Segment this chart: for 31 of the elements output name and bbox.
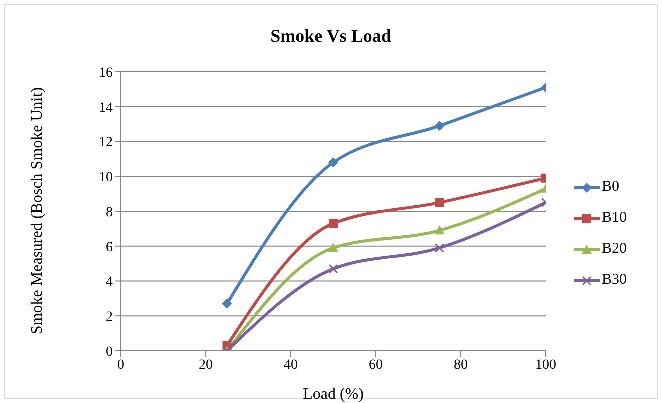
chart-title: Smoke Vs Load [270, 26, 392, 47]
point [434, 121, 445, 132]
legend-label: B20 [602, 241, 628, 258]
y-tick-label: 12 [99, 136, 113, 151]
point [328, 243, 338, 252]
point [435, 198, 444, 208]
x-tick-label: 40 [284, 358, 298, 373]
x-tick-label: 0 [118, 358, 124, 373]
point [328, 264, 338, 274]
x-tick-label: 100 [536, 358, 556, 373]
y-tick-label: 6 [106, 240, 113, 256]
point [435, 243, 444, 253]
x-tick-label: 60 [369, 358, 383, 373]
legend-label: B30 [602, 272, 628, 289]
y-axis-title: Smoke Measured (Bosch Smoke Unit) [28, 86, 47, 337]
y-tick-label: 8 [106, 205, 113, 220]
legend-label: B0 [602, 179, 620, 196]
point [329, 219, 338, 228]
y-tick-label: 4 [106, 275, 113, 290]
x-tick-label: 80 [454, 358, 468, 373]
y-tick-label: 2 [106, 310, 113, 326]
y-tick-label: 14 [99, 100, 113, 116]
x-axis-title: Load (%) [303, 386, 364, 403]
y-tick-label: 10 [99, 170, 113, 186]
y-tick-label: 16 [99, 66, 113, 81]
y-tick-label: 0 [106, 344, 113, 360]
point [328, 158, 338, 168]
legend-label: B10 [602, 210, 628, 227]
point [222, 298, 232, 309]
x-tick-label: 20 [199, 358, 213, 373]
point [434, 226, 445, 235]
